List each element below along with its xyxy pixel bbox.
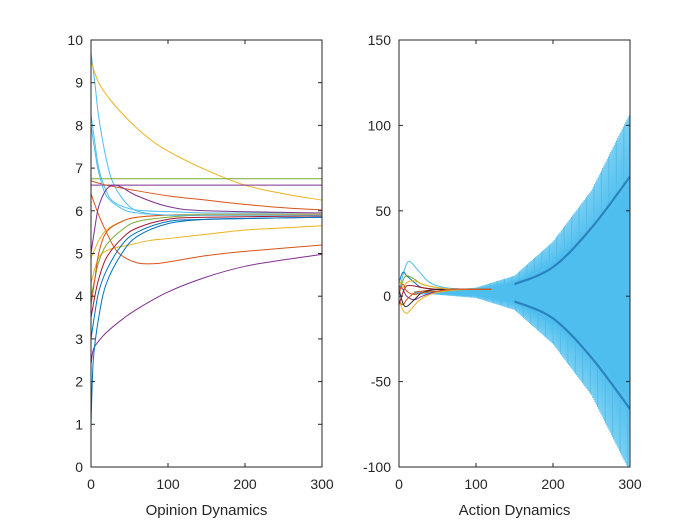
action-xtick-label: 0 bbox=[395, 476, 403, 492]
oscillation-upper-density-line bbox=[514, 175, 630, 286]
opinion-series-line-s14 bbox=[91, 213, 322, 258]
action-xlabel: Action Dynamics bbox=[459, 502, 571, 519]
opinion-ytick-label: 9 bbox=[75, 75, 83, 91]
opinion-ytick-label: 2 bbox=[75, 374, 83, 390]
action-xtick-label: 300 bbox=[618, 476, 642, 492]
opinion-axes-box bbox=[90, 39, 323, 468]
action-ytick-label: -50 bbox=[371, 374, 391, 390]
opinion-ytick-label: 7 bbox=[75, 160, 83, 176]
opinion-xlabel: Opinion Dynamics bbox=[146, 502, 268, 519]
opinion-plot-area bbox=[91, 52, 322, 425]
opinion-ytick-label: 0 bbox=[75, 459, 83, 475]
action-ytick-label: 100 bbox=[368, 117, 392, 133]
opinion-xtick-label: 0 bbox=[87, 476, 95, 492]
action-ytick-label: 0 bbox=[383, 288, 391, 304]
action-ytick-label: 150 bbox=[368, 32, 392, 48]
oscillation-lower-density-line bbox=[514, 300, 630, 410]
oscillation-band bbox=[413, 114, 630, 467]
opinion-ytick-label: 1 bbox=[75, 416, 83, 432]
action-series-line-a1 bbox=[399, 260, 492, 292]
opinion-xtick-label: 300 bbox=[310, 476, 334, 492]
action-axes-box bbox=[398, 39, 631, 468]
opinion-series-line-s15 bbox=[91, 214, 322, 305]
opinion-series-line-s6 bbox=[91, 180, 322, 211]
opinion-series-line-s7 bbox=[91, 193, 322, 265]
action-plot-area bbox=[399, 114, 630, 467]
action-xtick-label: 100 bbox=[464, 476, 488, 492]
opinion-series-line-s11 bbox=[91, 216, 322, 339]
opinion-series-line-s8 bbox=[91, 225, 322, 284]
action-xtick-label: 200 bbox=[541, 476, 565, 492]
opinion-ytick-label: 8 bbox=[75, 117, 83, 133]
action-dynamics-panel: -100 -50 0 50 100 150 0 100 200 300 Action Dynamic… bbox=[363, 32, 642, 519]
action-ytick-label: -100 bbox=[363, 459, 391, 475]
opinion-xtick-label: 100 bbox=[156, 476, 180, 492]
opinion-ytick-label: 4 bbox=[75, 288, 83, 304]
action-series-line-a10 bbox=[399, 283, 492, 296]
opinion-series-line-s9 bbox=[91, 253, 322, 365]
opinion-ytick-label: 6 bbox=[75, 203, 83, 219]
opinion-series-line-s12 bbox=[91, 215, 322, 318]
opinion-series-line-s16 bbox=[91, 125, 322, 216]
opinion-ytick-label: 5 bbox=[75, 246, 83, 262]
opinion-series-line-s1 bbox=[91, 52, 322, 216]
opinion-series-line-s17 bbox=[91, 184, 322, 254]
opinion-series-line-s3 bbox=[91, 61, 322, 201]
opinion-series-line-s2 bbox=[91, 114, 322, 214]
opinion-ytick-label: 10 bbox=[67, 32, 83, 48]
action-ytick-label: 50 bbox=[375, 203, 391, 219]
opinion-ytick-label: 3 bbox=[75, 331, 83, 347]
opinion-xtick-label: 200 bbox=[233, 476, 257, 492]
